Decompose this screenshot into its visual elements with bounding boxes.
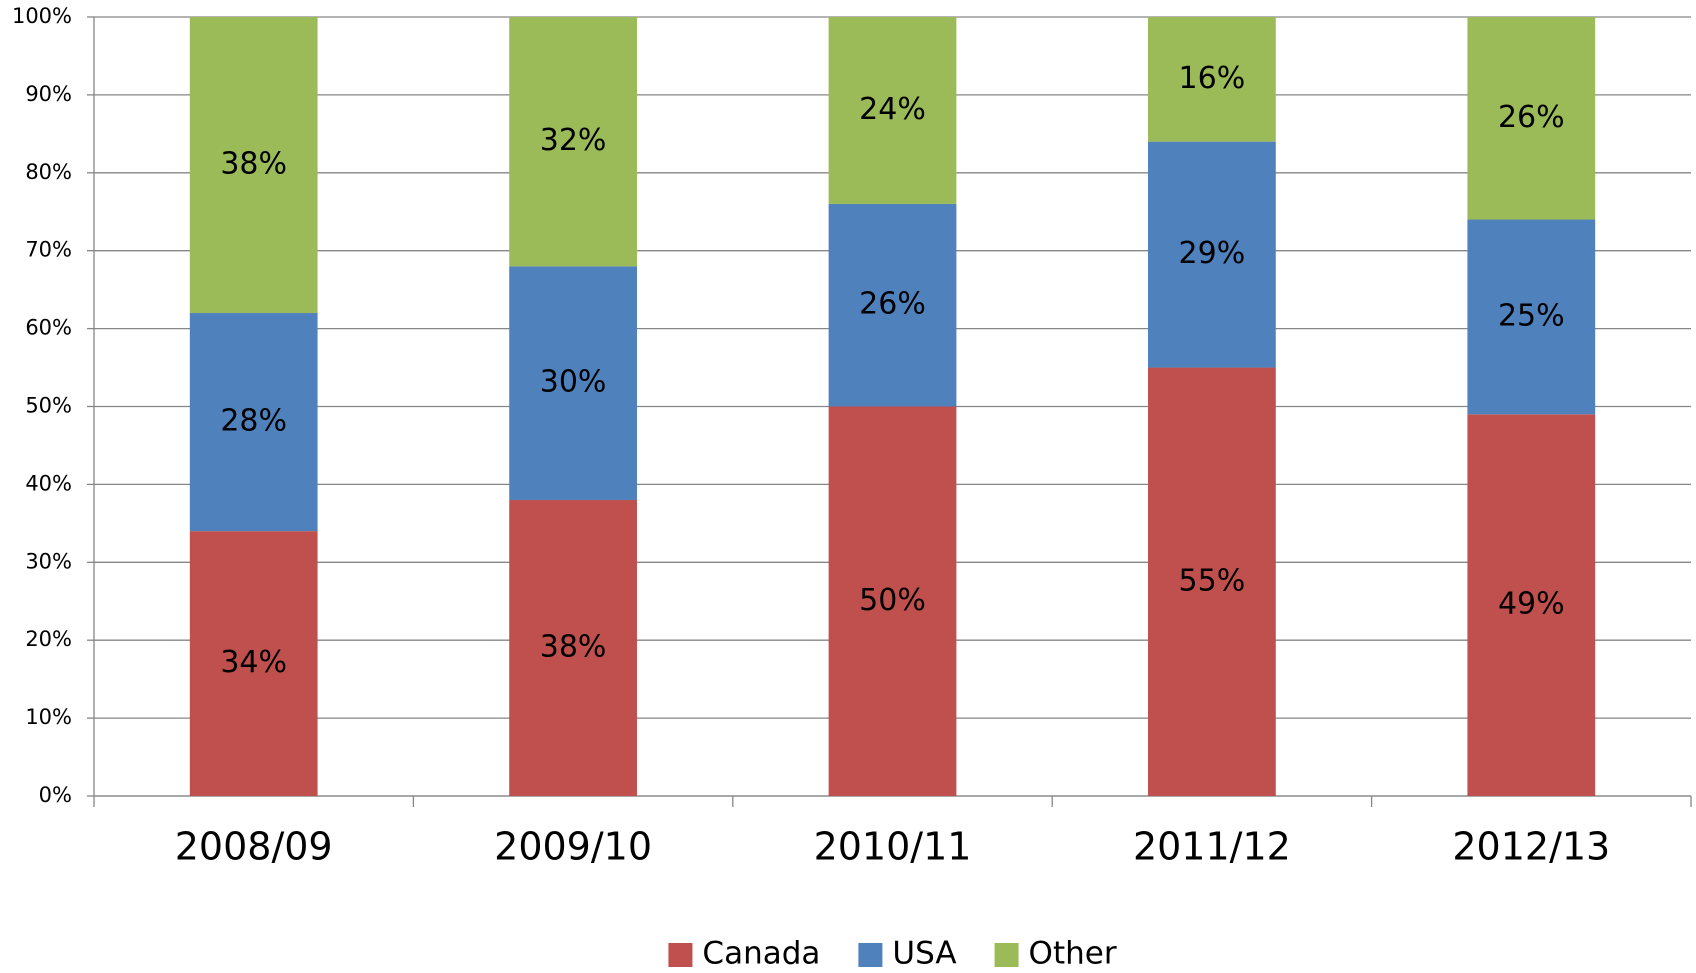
- data-label: 32%: [540, 123, 607, 158]
- bar-segment: [828, 17, 957, 204]
- legend-label: Canada: [702, 936, 820, 972]
- y-tick-label: 80%: [25, 160, 72, 184]
- x-tick-label: 2009/10: [494, 825, 652, 869]
- legend-label: USA: [892, 936, 956, 972]
- y-tick-label: 0%: [39, 783, 72, 807]
- y-tick-label: 20%: [25, 627, 72, 651]
- bar-segment: [509, 17, 637, 267]
- data-label: 26%: [1498, 100, 1565, 135]
- y-tick-label: 40%: [25, 471, 72, 495]
- data-label: 16%: [1179, 61, 1246, 96]
- x-tick-label: 2010/11: [814, 825, 972, 869]
- bar-segment: [1148, 17, 1276, 142]
- y-tick-label: 90%: [25, 82, 72, 106]
- legend-swatch: [668, 943, 693, 967]
- data-label: 26%: [859, 287, 926, 322]
- data-label: 24%: [859, 92, 926, 127]
- bar-segment: [1148, 141, 1276, 368]
- bar-segment: [828, 406, 957, 796]
- data-label: 34%: [220, 645, 287, 680]
- y-tick-label: 50%: [25, 394, 72, 418]
- bar-segment: [1467, 414, 1596, 796]
- data-label: 28%: [220, 404, 287, 439]
- data-label: 25%: [1498, 298, 1565, 333]
- data-label: 30%: [540, 365, 607, 400]
- bar-segment: [828, 203, 957, 407]
- y-tick-label: 10%: [25, 705, 72, 729]
- y-tick-label: 70%: [25, 238, 72, 262]
- data-label: 49%: [1498, 587, 1565, 622]
- data-label: 29%: [1179, 236, 1246, 271]
- x-tick-label: 2008/09: [175, 825, 333, 869]
- legend-swatch: [994, 943, 1019, 967]
- data-label: 38%: [220, 147, 287, 182]
- bar-segment: [189, 531, 318, 796]
- data-label: 55%: [1179, 563, 1246, 598]
- bar-segment: [1148, 367, 1276, 796]
- y-tick-label: 30%: [25, 549, 72, 573]
- bar-segment: [1467, 219, 1596, 415]
- bar-segment: [509, 266, 637, 500]
- x-tick-label: 2011/12: [1133, 825, 1291, 869]
- bar-segment: [189, 313, 318, 532]
- y-tick-label: 60%: [25, 316, 72, 340]
- data-label: 50%: [859, 583, 926, 618]
- legend-label: Other: [1029, 936, 1117, 972]
- data-label: 38%: [540, 629, 607, 664]
- bar-segment: [509, 499, 637, 796]
- x-tick-label: 2012/13: [1452, 825, 1610, 869]
- legend-swatch: [858, 943, 883, 967]
- bar-segment: [1467, 17, 1596, 220]
- y-tick-label: 100%: [12, 4, 72, 28]
- bar-segment: [189, 17, 318, 314]
